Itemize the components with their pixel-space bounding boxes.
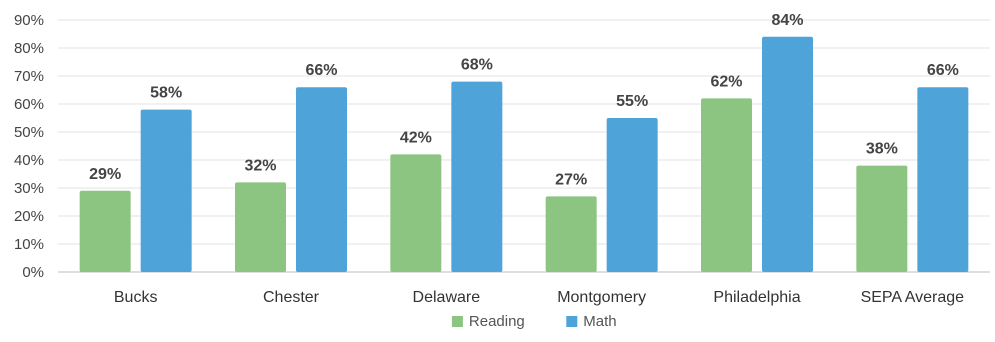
y-tick-label: 40%: [14, 152, 44, 169]
x-axis-categories: Bucks Chester Delaware Montgomery Philadelph…: [114, 289, 964, 306]
y-tick-label: 80%: [14, 40, 44, 57]
y-tick-label: 60%: [14, 96, 44, 113]
y-tick-label: 30%: [14, 180, 44, 197]
bar-math-2: [451, 81, 503, 272]
bar-math-1: [296, 87, 347, 272]
bar-reading-3: [545, 196, 597, 272]
bar-math-0: [140, 109, 192, 272]
bar-reading-5: [856, 165, 908, 272]
y-tick-label: 90%: [14, 12, 44, 29]
data-label-reading: 42%: [400, 129, 432, 146]
bar-reading-2: [390, 154, 442, 272]
data-label-reading: 27%: [555, 171, 587, 188]
y-tick-label: 10%: [14, 236, 44, 253]
bar-reading-0: [79, 190, 131, 272]
data-label-reading: 29%: [89, 166, 121, 183]
data-label-reading: 32%: [244, 157, 276, 174]
y-tick-label: 20%: [14, 208, 44, 225]
y-tick-label: 50%: [14, 124, 44, 141]
category-label: Philadelphia: [713, 289, 800, 306]
legend-label-math: Math: [583, 313, 616, 330]
data-label-math: 58%: [150, 85, 182, 102]
data-label-reading: 38%: [866, 141, 898, 158]
bars: [79, 36, 969, 273]
data-label-math: 68%: [461, 57, 493, 74]
data-label-reading: 62%: [710, 73, 742, 90]
data-label-math: 66%: [927, 62, 959, 79]
category-label: SEPA Average: [861, 289, 965, 306]
legend: Reading Math: [451, 313, 617, 330]
category-label: Bucks: [114, 289, 158, 306]
bar-math-3: [606, 118, 658, 272]
data-label-math: 66%: [305, 62, 337, 79]
bar-math-5: [917, 87, 969, 272]
data-labels: 29% 58% 32% 66% 42% 68% 27% 55% 62% 84% 38% 66%: [89, 12, 959, 189]
category-label: Chester: [263, 289, 320, 306]
bar-reading-1: [235, 182, 286, 272]
bar-math-4: [762, 36, 813, 272]
category-label: Delaware: [413, 289, 481, 306]
gridlines: [58, 19, 990, 273]
y-axis-ticks: 0% 10% 20% 30% 40% 50% 60% 70% 80% 90%: [14, 12, 44, 281]
y-tick-label: 0%: [22, 264, 44, 281]
legend-label-reading: Reading: [469, 313, 525, 330]
legend-swatch-reading: [451, 316, 463, 327]
category-label: Montgomery: [557, 289, 646, 306]
y-tick-label: 70%: [14, 68, 44, 85]
bar-reading-4: [701, 98, 752, 273]
data-label-math: 84%: [771, 12, 803, 29]
legend-swatch-math: [566, 316, 578, 327]
data-label-math: 55%: [616, 93, 648, 110]
